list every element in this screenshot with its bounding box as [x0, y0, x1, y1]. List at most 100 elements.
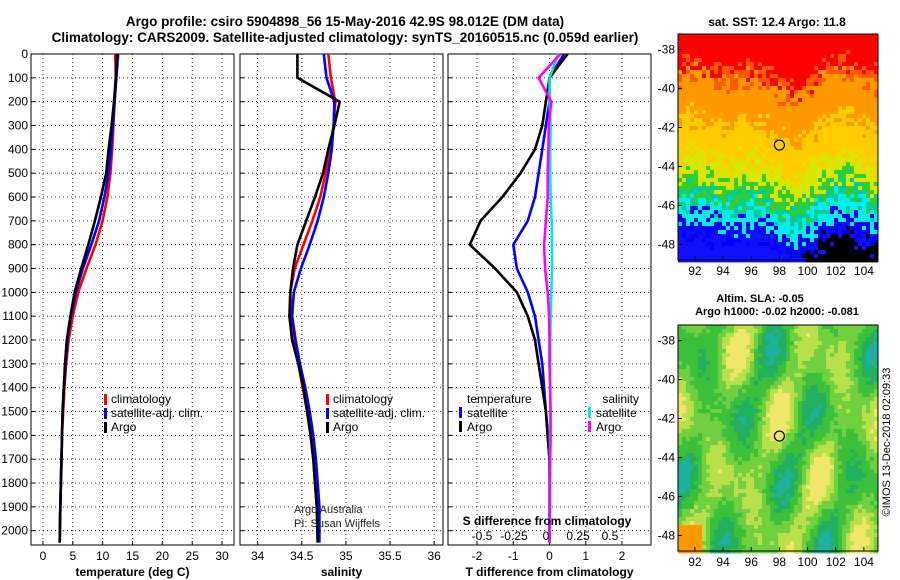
- map-cell: [822, 369, 827, 374]
- map-cell: [738, 78, 743, 83]
- map-cell: [718, 198, 723, 203]
- map-cell: [842, 353, 847, 358]
- map-cell: [738, 425, 743, 430]
- map-cell: [830, 409, 835, 414]
- map-cell: [818, 457, 823, 462]
- map-cell: [710, 202, 715, 207]
- map-cell: [682, 409, 687, 414]
- map-cell: [766, 178, 771, 183]
- map-cell: [826, 345, 831, 350]
- map-cell: [838, 349, 843, 354]
- map-cell: [778, 162, 783, 167]
- map-cell: [690, 62, 695, 67]
- map-cell: [846, 389, 851, 394]
- map-cell: [706, 58, 711, 63]
- map-cell: [842, 50, 847, 55]
- map-cell: [698, 186, 703, 191]
- map-cell: [858, 389, 863, 394]
- map-cell: [690, 473, 695, 478]
- map-cell: [678, 122, 683, 127]
- map-cell: [838, 190, 843, 195]
- map-cell: [850, 429, 855, 434]
- map-cell: [786, 106, 791, 111]
- map-cell: [810, 94, 815, 99]
- map-cell: [778, 234, 783, 239]
- map-cell: [754, 393, 759, 398]
- map-cell: [786, 98, 791, 103]
- map-cell: [770, 122, 775, 127]
- map-cell: [838, 198, 843, 203]
- map-cell: [822, 461, 827, 466]
- map-cell: [874, 182, 879, 187]
- map-cell: [850, 465, 855, 470]
- map-cell: [866, 325, 871, 330]
- map-cell: [746, 325, 751, 330]
- map-cell: [762, 86, 767, 91]
- map-cell: [838, 142, 843, 147]
- map-cell: [690, 146, 695, 151]
- map-cell: [866, 381, 871, 386]
- map-cell: [790, 465, 795, 470]
- map-cell: [686, 246, 691, 251]
- map-cell: [846, 349, 851, 354]
- map-cell: [854, 381, 859, 386]
- map-cell: [738, 174, 743, 179]
- map-cell: [710, 46, 715, 51]
- map-cell: [838, 98, 843, 103]
- map-cell: [722, 58, 727, 63]
- map-cell: [786, 242, 791, 247]
- map-cell: [726, 118, 731, 123]
- map-cell: [702, 397, 707, 402]
- map-cell: [690, 138, 695, 143]
- map-cell: [738, 465, 743, 470]
- map-cell: [754, 437, 759, 442]
- map-cell: [810, 114, 815, 119]
- map-cell: [798, 329, 803, 334]
- map-cell: [682, 94, 687, 99]
- map-cell: [802, 86, 807, 91]
- map-cell: [874, 441, 879, 446]
- map-cell: [718, 329, 723, 334]
- map-cell: [690, 122, 695, 127]
- map-cell: [758, 465, 763, 470]
- map-cell: [746, 54, 751, 59]
- map-cell: [790, 90, 795, 95]
- map-cell: [782, 178, 787, 183]
- map-cell: [738, 134, 743, 139]
- map-cell: [846, 78, 851, 83]
- map-cell: [678, 146, 683, 151]
- map-cell: [854, 405, 859, 410]
- map-cell: [698, 222, 703, 227]
- map-cell: [710, 401, 715, 406]
- map-cell: [778, 86, 783, 91]
- map-cell: [722, 381, 727, 386]
- map-cell: [818, 222, 823, 227]
- map-cell: [862, 413, 867, 418]
- map-cell: [866, 182, 871, 187]
- map-cell: [698, 70, 703, 75]
- map-cell: [854, 457, 859, 462]
- map-cell: [734, 369, 739, 374]
- map-cell: [730, 361, 735, 366]
- map-cell: [778, 54, 783, 59]
- map-cell: [798, 46, 803, 51]
- series-line-argo: [58, 53, 119, 543]
- map-cell: [754, 78, 759, 83]
- map-cell: [698, 397, 703, 402]
- map-cell: [798, 114, 803, 119]
- map-cell: [694, 66, 699, 71]
- map-cell: [794, 401, 799, 406]
- map-cell: [682, 186, 687, 191]
- map-cell: [718, 158, 723, 163]
- map-cell: [730, 70, 735, 75]
- map-cell: [818, 357, 823, 362]
- map-cell: [850, 138, 855, 143]
- map-cell: [754, 381, 759, 386]
- map-cell: [742, 341, 747, 346]
- map-cell: [818, 413, 823, 418]
- map-cell: [806, 449, 811, 454]
- map-cell: [782, 453, 787, 458]
- map-cell: [730, 170, 735, 175]
- map-cell: [746, 429, 751, 434]
- map-cell: [826, 46, 831, 51]
